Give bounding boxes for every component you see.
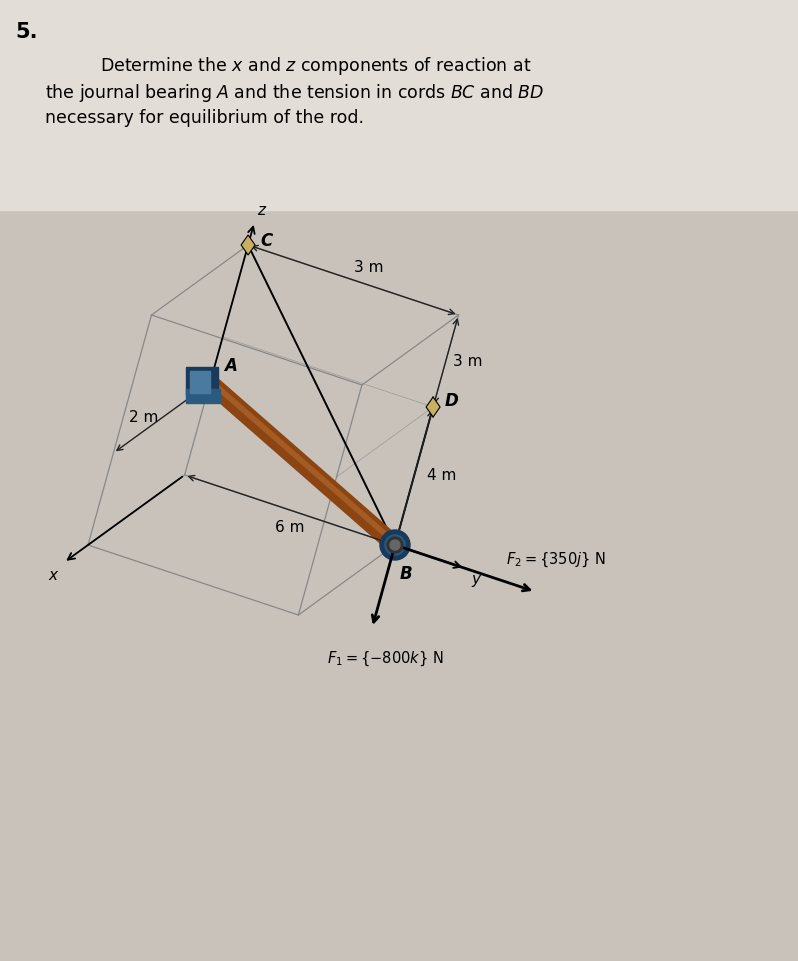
Text: 3 m: 3 m [453,354,483,368]
Text: z: z [258,203,266,218]
Text: 4 m: 4 m [428,469,456,483]
Polygon shape [426,397,440,417]
Text: A: A [224,357,237,375]
Bar [186,367,218,395]
Circle shape [380,530,410,560]
Circle shape [385,535,405,555]
Polygon shape [241,235,255,255]
Text: B: B [400,565,413,583]
Text: Determine the $x$ and $z$ components of reaction at: Determine the $x$ and $z$ components of … [100,55,531,77]
Text: 6 m: 6 m [275,521,305,535]
Text: 5.: 5. [15,22,38,42]
Text: $F_1 = \{-800k\}$ N: $F_1 = \{-800k\}$ N [327,650,444,668]
Text: necessary for equilibrium of the rod.: necessary for equilibrium of the rod. [45,109,364,127]
Text: C: C [260,232,272,250]
Text: y: y [471,573,480,587]
Circle shape [387,537,403,553]
Circle shape [390,540,400,550]
Bar [186,389,220,403]
Text: $F_2 = \{350j\}$ N: $F_2 = \{350j\}$ N [506,551,606,569]
Text: x: x [49,569,57,583]
Text: 2 m: 2 m [129,410,158,426]
Text: D: D [445,392,459,410]
Text: the journal bearing $A$ and the tension in cords $BC$ and $BD$: the journal bearing $A$ and the tension … [45,82,544,104]
Bar [190,371,210,393]
Bar [0,0,798,210]
Text: 3 m: 3 m [354,260,383,276]
